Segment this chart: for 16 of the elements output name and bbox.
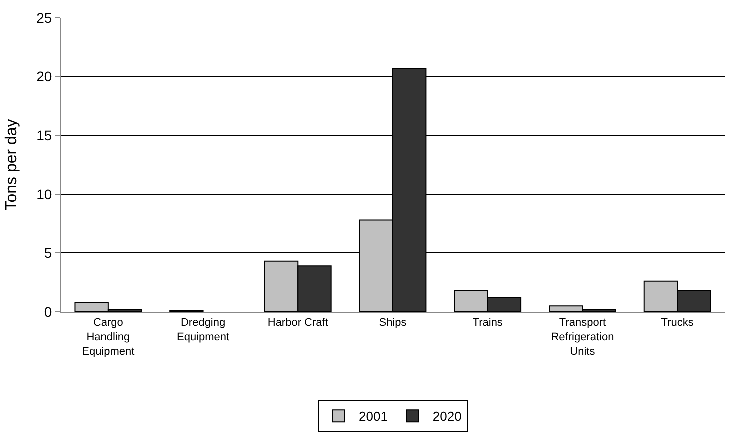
x-tick-label: Harbor Craft <box>268 317 328 330</box>
y-tick-label: 20 <box>36 68 52 85</box>
x-tick-label: Transport Refrigeration Units <box>551 317 614 358</box>
y-tick-label: 5 <box>44 245 52 262</box>
x-tick-label: Cargo Handling Equipment <box>82 317 135 358</box>
legend-label: 2020 <box>432 409 462 424</box>
y-tick-label: 0 <box>44 304 52 320</box>
x-tick-label: Ships <box>379 317 408 330</box>
y-axis-title: Tons per day <box>4 119 21 211</box>
x-tick-label: Dredging Equipment <box>176 317 230 344</box>
y-tick-label: 25 <box>36 10 52 26</box>
y-tick-label: 15 <box>36 128 52 144</box>
x-tick-label: Trains <box>472 317 504 330</box>
x-tick-label: Trucks <box>661 317 694 330</box>
y-tick-label: 10 <box>36 186 52 202</box>
legend-label: 2001 <box>359 409 388 424</box>
